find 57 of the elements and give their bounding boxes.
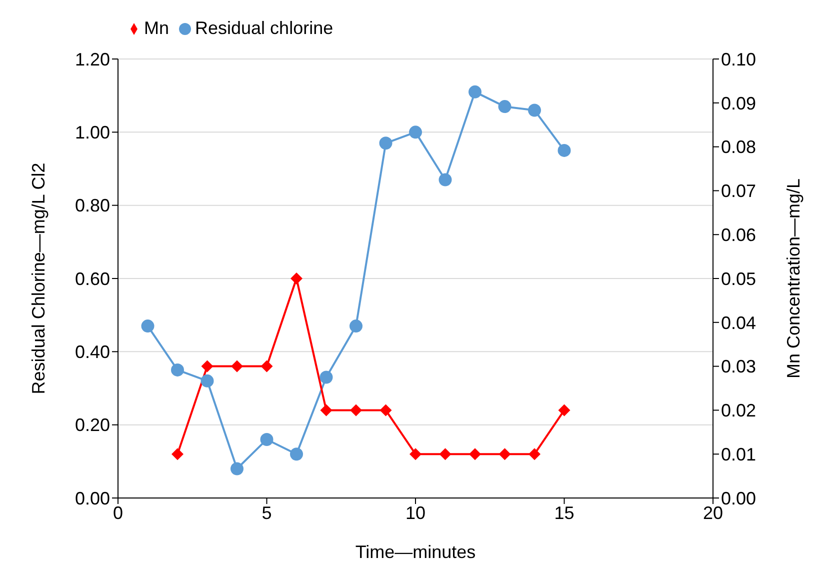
point bbox=[469, 448, 481, 460]
y2-tick-label: 0.00 bbox=[721, 488, 756, 508]
point bbox=[231, 360, 243, 372]
point bbox=[438, 173, 452, 186]
point bbox=[260, 432, 274, 446]
y2-tick-label: 0.04 bbox=[721, 312, 756, 333]
point bbox=[528, 448, 540, 460]
y2-tick-label: 0.10 bbox=[721, 49, 756, 70]
point bbox=[200, 374, 214, 388]
x-tick-label: 10 bbox=[405, 502, 426, 523]
point bbox=[558, 144, 571, 157]
y-axis-title: Residual Chlorine—mg/L Cl2 bbox=[28, 162, 48, 394]
x-axis-title: Time—minutes bbox=[355, 542, 476, 562]
point bbox=[558, 404, 570, 416]
legend-label: Mn bbox=[144, 18, 170, 38]
y2-tick-label: 0.07 bbox=[721, 181, 756, 202]
y-tick-label: 1.20 bbox=[74, 49, 110, 70]
y2-tick-label: 0.05 bbox=[721, 268, 756, 289]
point bbox=[201, 360, 214, 372]
y2-tick-label: 0.01 bbox=[721, 444, 756, 464]
point bbox=[409, 126, 422, 139]
point bbox=[379, 136, 392, 150]
y2-axis-title: Mn Concentration—mg/L bbox=[783, 178, 804, 379]
point bbox=[498, 100, 512, 114]
point bbox=[290, 448, 303, 461]
y2-tick-label: 0.03 bbox=[721, 356, 756, 377]
point bbox=[141, 320, 154, 333]
point bbox=[320, 404, 332, 416]
y-tick-label: 0.20 bbox=[74, 415, 110, 436]
x-tick-label: 15 bbox=[554, 502, 574, 523]
y2-tick-label: 0.06 bbox=[721, 224, 756, 245]
y-tick-label: 0.60 bbox=[74, 268, 110, 289]
point bbox=[230, 462, 244, 476]
point bbox=[498, 448, 511, 460]
y-tick-label: 0.40 bbox=[74, 342, 110, 362]
point bbox=[290, 272, 302, 284]
point bbox=[410, 448, 422, 460]
legend-label: Residual chlorine bbox=[195, 18, 334, 38]
x-tick-label: 0 bbox=[112, 502, 124, 523]
point bbox=[439, 448, 452, 460]
point bbox=[260, 360, 273, 372]
point bbox=[320, 370, 333, 384]
point bbox=[350, 320, 362, 333]
y-tick-label: 1.00 bbox=[74, 122, 110, 143]
point bbox=[172, 448, 184, 460]
y2-tick-label: 0.02 bbox=[721, 400, 756, 421]
y-tick-label: 0.80 bbox=[74, 196, 110, 216]
y2-tick-label: 0.09 bbox=[721, 93, 756, 114]
point bbox=[171, 363, 184, 376]
x-tick-label: 5 bbox=[262, 502, 272, 523]
y2-tick-label: 0.08 bbox=[721, 137, 756, 158]
point bbox=[468, 85, 482, 98]
point bbox=[528, 104, 541, 117]
point bbox=[350, 404, 362, 416]
point bbox=[380, 404, 392, 416]
x-tick-label: 20 bbox=[702, 502, 724, 523]
y-tick-label: 0.00 bbox=[74, 488, 110, 508]
